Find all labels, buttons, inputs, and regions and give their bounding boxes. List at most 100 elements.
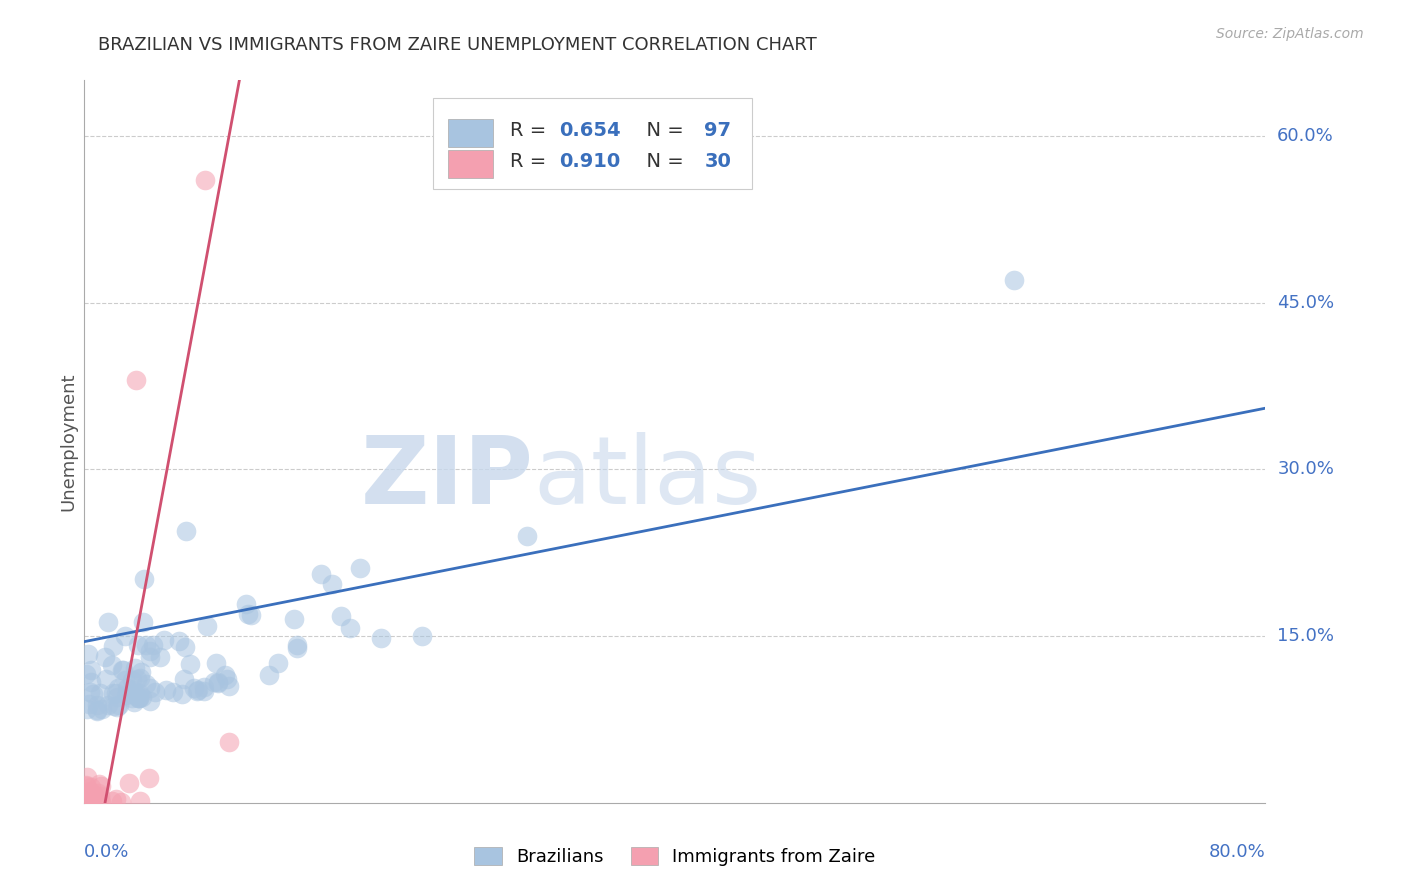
Point <box>128 690 150 705</box>
Text: atlas: atlas <box>533 432 762 524</box>
Point <box>218 734 240 748</box>
Point <box>155 682 177 697</box>
Text: N =: N = <box>634 121 689 140</box>
Point <box>131 690 153 704</box>
Point <box>235 597 257 611</box>
Text: 80.0%: 80.0% <box>1209 843 1265 861</box>
Point <box>76 770 98 784</box>
Point <box>125 673 148 687</box>
Point <box>128 794 150 808</box>
Point <box>285 639 308 653</box>
Point <box>339 621 361 635</box>
Text: Source: ZipAtlas.com: Source: ZipAtlas.com <box>1216 27 1364 41</box>
Y-axis label: Unemployment: Unemployment <box>59 372 77 511</box>
Point <box>143 685 166 699</box>
Point <box>186 684 208 698</box>
Point <box>101 658 124 673</box>
FancyBboxPatch shape <box>433 98 752 189</box>
Point <box>107 681 129 695</box>
Point <box>174 524 197 539</box>
Text: 97: 97 <box>704 121 731 140</box>
Point <box>79 784 101 798</box>
Text: N =: N = <box>634 153 689 171</box>
Point <box>89 789 111 803</box>
Point <box>83 789 105 803</box>
Text: R =: R = <box>509 153 553 171</box>
Point <box>79 685 101 699</box>
Point <box>105 686 128 700</box>
Point <box>142 638 165 652</box>
Point <box>139 694 162 708</box>
Point <box>236 607 259 622</box>
Point <box>77 697 100 711</box>
Point <box>135 676 157 690</box>
Point <box>321 576 343 591</box>
Text: BRAZILIAN VS IMMIGRANTS FROM ZAIRE UNEMPLOYMENT CORRELATION CHART: BRAZILIAN VS IMMIGRANTS FROM ZAIRE UNEMP… <box>98 36 817 54</box>
Point <box>128 686 150 700</box>
Point <box>311 567 333 582</box>
Point <box>101 794 124 808</box>
Point <box>108 698 131 712</box>
Point <box>77 793 100 807</box>
Point <box>179 657 201 672</box>
Point <box>75 778 97 792</box>
Point <box>75 666 97 681</box>
Point <box>76 788 98 802</box>
Point <box>195 619 218 633</box>
Text: 15.0%: 15.0% <box>1277 627 1334 645</box>
Point <box>76 790 98 805</box>
Point <box>114 630 136 644</box>
Point <box>135 638 157 652</box>
Point <box>207 676 229 690</box>
Point <box>76 702 98 716</box>
Point <box>82 787 104 801</box>
Point <box>115 681 138 695</box>
Point <box>79 786 101 800</box>
Point <box>149 650 172 665</box>
Point <box>114 689 136 703</box>
Point <box>90 795 112 809</box>
Point <box>77 648 100 662</box>
Point <box>330 609 353 624</box>
Point <box>370 631 392 645</box>
Point <box>127 690 149 705</box>
FancyBboxPatch shape <box>449 151 494 178</box>
Point <box>139 681 162 695</box>
Point <box>89 686 111 700</box>
Point <box>121 691 143 706</box>
Point <box>86 698 108 713</box>
Point <box>75 795 97 809</box>
Point <box>122 682 145 697</box>
Point <box>283 612 305 626</box>
Point <box>124 661 146 675</box>
Point <box>87 776 110 790</box>
Point <box>139 643 162 657</box>
Text: 0.910: 0.910 <box>560 153 620 171</box>
FancyBboxPatch shape <box>449 120 494 147</box>
Point <box>93 649 115 664</box>
Point <box>207 674 229 689</box>
Point <box>411 628 433 642</box>
Point <box>110 795 132 809</box>
Point <box>1004 273 1026 287</box>
Point <box>139 650 162 665</box>
Point <box>193 680 215 694</box>
Point <box>103 699 125 714</box>
Point <box>516 529 538 543</box>
Point <box>80 664 103 678</box>
Point <box>122 695 145 709</box>
Text: 60.0%: 60.0% <box>1277 127 1334 145</box>
Point <box>127 638 149 652</box>
Point <box>80 795 103 809</box>
Point <box>257 668 280 682</box>
Point <box>111 663 134 677</box>
Point <box>193 684 215 698</box>
Point <box>132 615 155 630</box>
Point <box>105 700 128 714</box>
Point <box>90 779 112 793</box>
Text: 30.0%: 30.0% <box>1277 460 1334 478</box>
Point <box>111 663 134 677</box>
Point <box>75 779 97 793</box>
Point <box>82 787 104 801</box>
Text: 30: 30 <box>704 153 731 171</box>
